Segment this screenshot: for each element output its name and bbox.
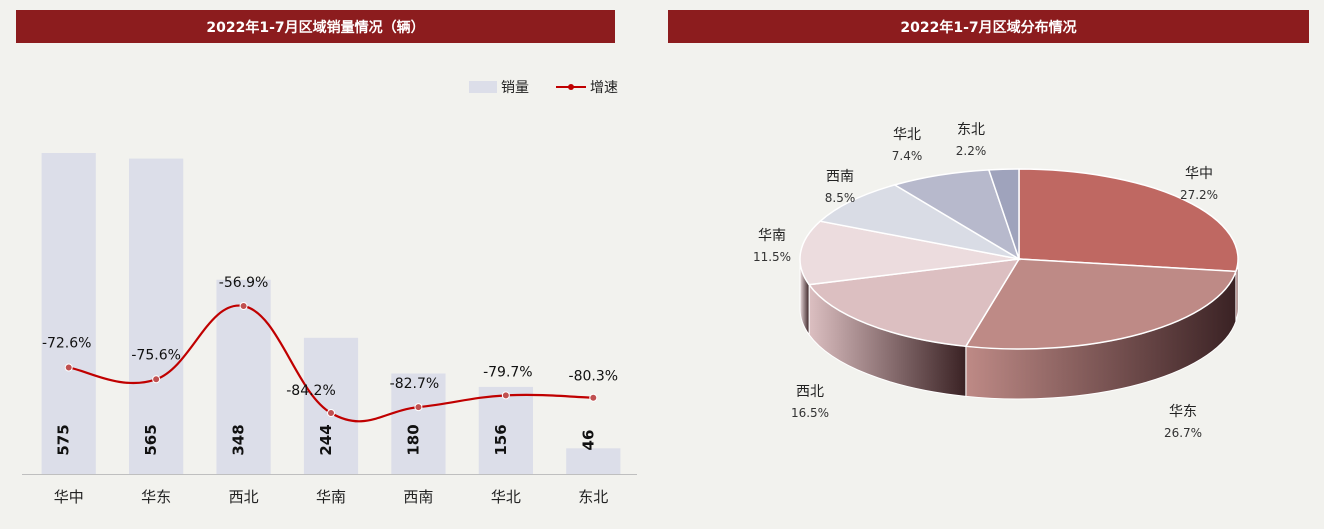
pie-slice-2 bbox=[807, 258, 1021, 348]
growth-point-3 bbox=[327, 409, 335, 417]
growth-point-1 bbox=[152, 375, 161, 384]
sales-bar-6 bbox=[566, 448, 621, 474]
sales-bar-4 bbox=[391, 373, 446, 474]
x-tick-label-4: 西南 bbox=[403, 488, 433, 506]
pie-slice-5 bbox=[892, 169, 1021, 261]
sales-bar-label-5: 156 bbox=[492, 424, 510, 455]
sales-bar-line-chart: 销量 增速 575 565 348 244 180 156 46 华中 华东 西北 华南 西南 华北 东北 -7… bbox=[22, 80, 637, 506]
pie-value-2: 16.5% bbox=[791, 406, 829, 420]
growth-point-4 bbox=[414, 403, 423, 412]
pie-label-5: 华北 bbox=[893, 127, 921, 143]
sales-bar-2 bbox=[216, 279, 271, 474]
pie-label-0: 华中 bbox=[1185, 166, 1213, 182]
sales-bar-label-3: 244 bbox=[317, 424, 335, 455]
pie-value-6: 2.2% bbox=[956, 144, 987, 158]
growth-label-2: -56.9% bbox=[219, 275, 269, 291]
pie-value-1: 26.7% bbox=[1164, 426, 1202, 440]
legend-label-growth: 增速 bbox=[590, 80, 618, 96]
pie-value-0: 27.2% bbox=[1180, 188, 1218, 202]
pie-slice-0 bbox=[1018, 168, 1239, 273]
growth-point-5 bbox=[501, 391, 510, 400]
growth-label-1: -75.6% bbox=[131, 347, 181, 363]
x-tick-label-5: 华北 bbox=[491, 488, 521, 506]
pie-value-5: 7.4% bbox=[892, 149, 923, 163]
chart-legend: 销量 增速 bbox=[469, 80, 618, 96]
distribution-pie-chart: 华中 27.2% 华东 26.7% 西北 16.5% 华南 11.5% 西南 8.5% 华北 7.4%… bbox=[753, 122, 1239, 440]
sales-chart-title: 2022年1-7月区域销量情况（辆） bbox=[16, 10, 615, 43]
x-tick-label-3: 华南 bbox=[316, 488, 346, 506]
pie-slice-3 bbox=[799, 220, 1020, 286]
x-tick-label-1: 华东 bbox=[141, 488, 171, 506]
distribution-chart-panel: 2022年1-7月区域分布情况 华中 27.2% 华东 26.7% 西北 16.5% 华南 1… bbox=[660, 0, 1324, 529]
sales-bar-label-6: 46 bbox=[579, 430, 597, 451]
legend-swatch-bars bbox=[469, 81, 497, 93]
legend-label-bars: 销量 bbox=[501, 80, 529, 96]
sales-bar-label-1: 565 bbox=[142, 424, 160, 455]
growth-label-3: -84.2% bbox=[286, 383, 336, 399]
sales-bar-0 bbox=[41, 153, 96, 474]
pie-label-2: 西北 bbox=[796, 384, 824, 400]
growth-point-2 bbox=[239, 302, 248, 310]
sales-bar-3 bbox=[303, 337, 359, 474]
growth-label-4: -82.7% bbox=[390, 376, 440, 392]
pie-label-1: 华东 bbox=[1169, 404, 1197, 420]
sales-bar-label-0: 575 bbox=[55, 424, 73, 455]
sales-bar-5 bbox=[478, 386, 533, 474]
pie-label-3: 华南 bbox=[758, 228, 786, 244]
sales-bar-label-4: 180 bbox=[404, 424, 422, 455]
pie-slice-4 bbox=[818, 184, 1020, 260]
sales-bar-1 bbox=[129, 158, 184, 474]
growth-point-0 bbox=[64, 363, 73, 372]
x-tick-label-2: 西北 bbox=[229, 488, 259, 506]
sales-bar-label-2: 348 bbox=[230, 424, 248, 455]
pie-slice-1 bbox=[964, 258, 1237, 350]
distribution-chart-title: 2022年1-7月区域分布情况 bbox=[668, 10, 1309, 43]
growth-label-5: -79.7% bbox=[483, 364, 533, 380]
legend-marker-growth bbox=[568, 84, 574, 90]
x-tick-label-0: 华中 bbox=[54, 488, 84, 506]
pie-value-3: 11.5% bbox=[753, 250, 791, 264]
growth-label-6: -80.3% bbox=[569, 369, 619, 385]
growth-label-0: -72.6% bbox=[42, 336, 92, 352]
pie-slice-6 bbox=[987, 168, 1020, 260]
x-tick-label-6: 东北 bbox=[578, 488, 608, 506]
growth-point-6 bbox=[589, 393, 598, 402]
pie-label-6: 东北 bbox=[957, 122, 985, 138]
sales-chart-panel: 2022年1-7月区域销量情况（辆） 销量 增速 575 565 348 244 180 15… bbox=[0, 0, 640, 529]
pie-label-4: 西南 bbox=[826, 169, 854, 185]
pie-value-4: 8.5% bbox=[825, 191, 856, 205]
